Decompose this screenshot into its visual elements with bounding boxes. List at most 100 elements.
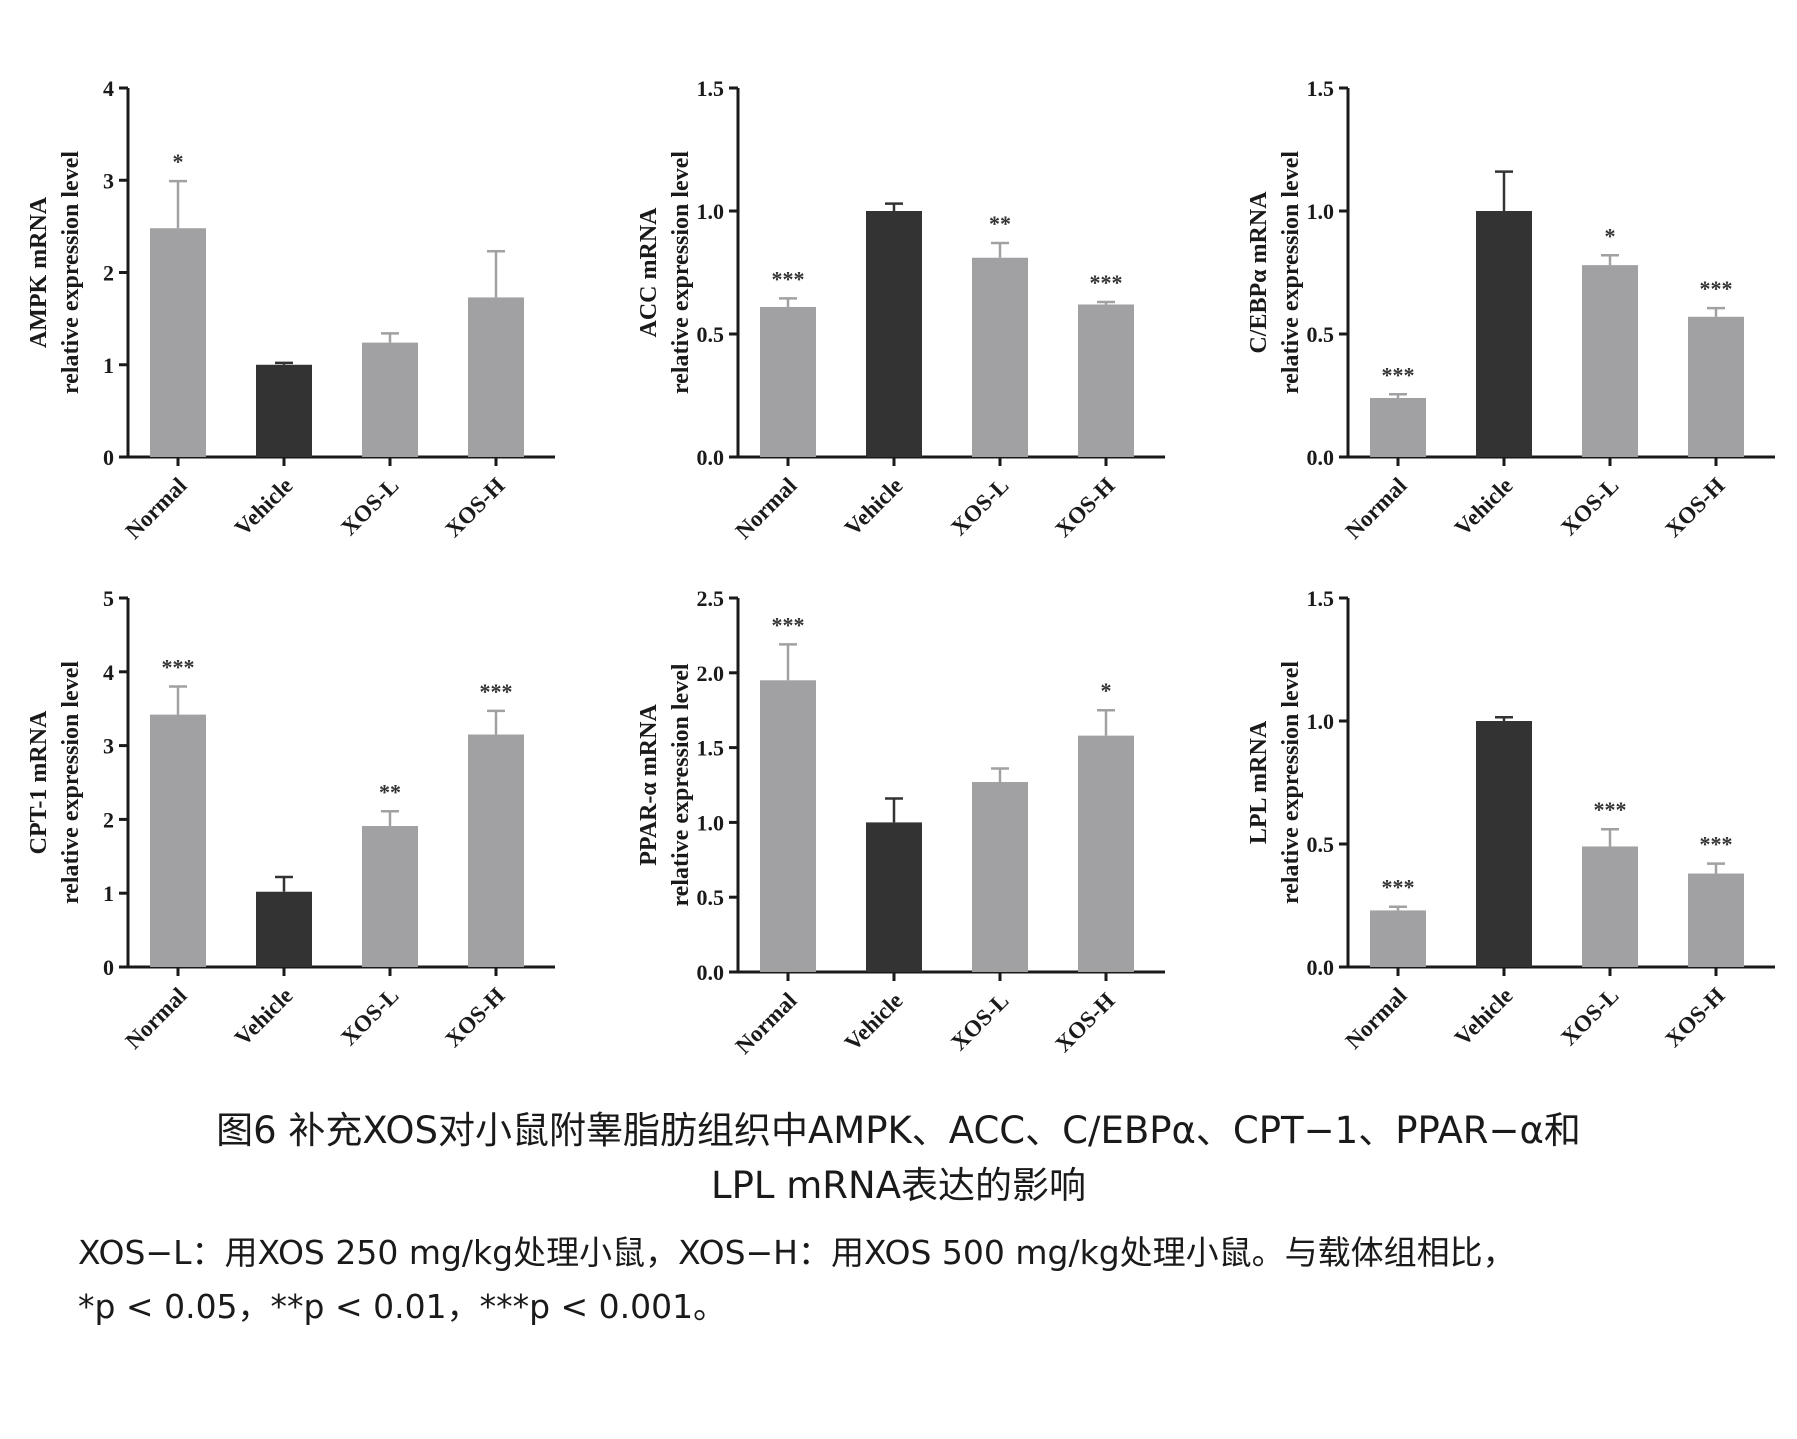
y-tick-label: 1	[103, 353, 114, 378]
y-axis-title: C/EBPα mRNA	[1246, 191, 1272, 354]
y-tick-label: 0.5	[1307, 322, 1335, 347]
category-label: XOS-H	[1050, 988, 1119, 1057]
significance-label: ***	[1700, 832, 1733, 857]
bar-normal	[150, 714, 206, 967]
y-tick-label: 2	[103, 807, 114, 832]
category-label: Vehicle	[230, 983, 298, 1051]
chart-panel-2: 0.0 0.5 1.0 1.5 ACC mRNA relative expression …	[636, 76, 1165, 544]
y-tick-label: 2	[103, 261, 114, 286]
y-tick-label: 0.5	[697, 885, 725, 910]
category-label: XOS-L	[336, 473, 403, 540]
y-axis-title: PPAR-α mRNA	[636, 704, 662, 866]
significance-label: ***	[480, 679, 513, 704]
bar-xos-h	[468, 734, 524, 967]
significance-label: ***	[1382, 875, 1415, 900]
y-tick-label: 0.0	[697, 960, 725, 985]
category-label: Vehicle	[840, 988, 908, 1056]
y-axis-subtitle: relative expression level	[58, 151, 84, 394]
category-label: Normal	[731, 473, 802, 544]
category-label: XOS-L	[946, 473, 1013, 540]
y-axis-subtitle: relative expression level	[1278, 151, 1304, 394]
bar-normal	[760, 680, 816, 972]
significance-label: *	[1605, 223, 1616, 248]
category-label: Vehicle	[840, 473, 908, 541]
chart-panel-1: 0 1 2 3 4 AMPK mRNA relative expression level *…	[26, 76, 555, 544]
significance-label: **	[379, 779, 401, 804]
category-label: XOS-L	[1556, 983, 1623, 1050]
y-tick-label: 4	[103, 76, 114, 101]
y-axis-subtitle: relative expression level	[668, 151, 694, 394]
y-tick-label: 1.5	[1307, 586, 1335, 611]
bar-normal	[760, 306, 816, 457]
bar-vehicle	[1476, 211, 1532, 457]
y-tick-label: 3	[103, 168, 114, 193]
y-tick-label: 0.5	[1307, 832, 1335, 857]
figure-note-line2: *p < 0.05，**p < 0.01，***p < 0.001。	[78, 1287, 727, 1326]
category-label: Normal	[121, 983, 192, 1054]
y-tick-label: 1.0	[697, 810, 725, 835]
category-label: Normal	[121, 473, 192, 544]
y-axis-subtitle: relative expression level	[58, 661, 84, 904]
y-tick-label: 4	[103, 660, 114, 685]
category-label: XOS-L	[946, 988, 1013, 1055]
category-label: XOS-H	[440, 983, 509, 1052]
chart-panel-6: 0.0 0.5 1.0 1.5 LPL mRNA relative expression …	[1246, 586, 1775, 1054]
category-label: XOS-H	[1050, 473, 1119, 542]
y-tick-label: 1.5	[697, 736, 725, 761]
category-label: Vehicle	[230, 473, 298, 541]
y-tick-label: 3	[103, 734, 114, 759]
y-axis-title: ACC mRNA	[636, 207, 662, 338]
category-label: Vehicle	[1450, 473, 1518, 541]
y-tick-label: 0	[103, 955, 114, 980]
y-tick-label: 5	[103, 586, 114, 611]
chart-panel-4: 0 1 2 3 4 5 CPT-1 mRNA relative expression leve…	[26, 586, 555, 1054]
y-tick-label: 0.5	[697, 322, 725, 347]
significance-label: ***	[1700, 276, 1733, 301]
category-label: XOS-H	[440, 473, 509, 542]
y-tick-label: 1.5	[1307, 76, 1335, 101]
category-label: Normal	[1341, 473, 1412, 544]
significance-label: ***	[1090, 270, 1123, 295]
bar-vehicle	[256, 364, 312, 457]
bar-xos-h	[468, 297, 524, 457]
y-tick-label: 1.5	[697, 76, 725, 101]
bar-xos-l	[1582, 265, 1638, 457]
y-tick-label: 2.0	[697, 661, 725, 686]
y-tick-label: 1	[103, 881, 114, 906]
figure-caption-title-line1: 图6 补充XOS对小鼠附睾脂肪组织中AMPK、ACC、C/EBPα、CPT−1、…	[216, 1109, 1581, 1152]
y-tick-label: 0.0	[1307, 955, 1335, 980]
y-tick-label: 2.5	[697, 586, 725, 611]
bar-xos-h	[1078, 304, 1134, 457]
bar-normal	[150, 228, 206, 457]
bar-xos-l	[972, 257, 1028, 457]
significance-label: **	[989, 211, 1011, 236]
y-tick-label: 1.0	[697, 199, 725, 224]
significance-label: *	[173, 149, 184, 174]
bar-normal	[1370, 397, 1426, 457]
category-label: XOS-L	[1556, 473, 1623, 540]
figure-note-line1: XOS−L：用XOS 250 mg/kg处理小鼠，XOS−H：用XOS 500 …	[78, 1233, 1516, 1272]
chart-panel-3: 0.0 0.5 1.0 1.5 C/EBPα mRNA relative expressi…	[1246, 76, 1775, 544]
y-axis-subtitle: relative expression level	[668, 663, 694, 906]
significance-label: *	[1101, 678, 1112, 703]
y-axis-title: LPL mRNA	[1246, 720, 1272, 844]
bar-xos-h	[1688, 316, 1744, 457]
bar-vehicle	[866, 822, 922, 972]
y-tick-label: 0	[103, 445, 114, 470]
significance-label: ***	[772, 612, 805, 637]
y-tick-label: 0.0	[697, 445, 725, 470]
category-label: Vehicle	[1450, 983, 1518, 1051]
y-tick-label: 1.0	[1307, 199, 1335, 224]
bar-xos-h	[1688, 873, 1744, 967]
bar-xos-l	[972, 782, 1028, 972]
y-tick-label: 0.0	[1307, 445, 1335, 470]
bar-vehicle	[256, 891, 312, 967]
bar-xos-h	[1078, 735, 1134, 972]
y-axis-title: CPT-1 mRNA	[26, 710, 52, 854]
bar-xos-l	[362, 826, 418, 967]
significance-label: ***	[162, 655, 195, 680]
category-label: XOS-H	[1660, 473, 1729, 542]
category-label: Normal	[731, 988, 802, 1059]
bar-xos-l	[1582, 846, 1638, 967]
